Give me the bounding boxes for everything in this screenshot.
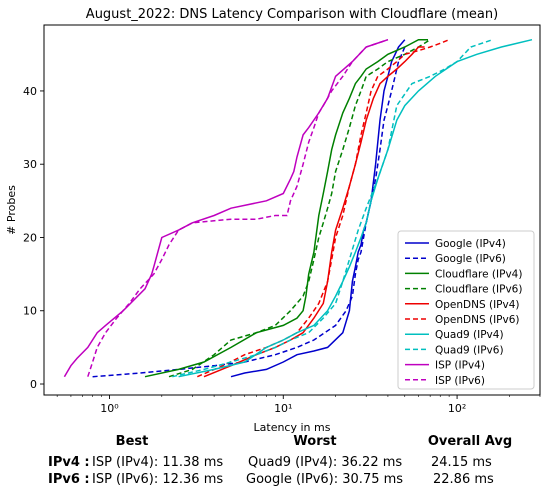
row-label-ipv6: IPv6 : (48, 472, 90, 487)
x-axis-label: Latency in ms (254, 421, 331, 434)
x-axis: 10⁰ 10¹ 10² (56, 395, 541, 415)
ipv6-best: ISP (IPv6): 12.36 ms (92, 472, 224, 487)
series-line-9 (87, 38, 389, 377)
legend-label-0: Google (IPv4) (435, 238, 506, 250)
header-worst: Worst (293, 434, 337, 449)
series-line-2 (144, 38, 428, 378)
legend: Google (IPv4) Google (IPv6) Cloudflare (IP… (397, 230, 535, 390)
legend-label-9: ISP (IPv6) (435, 375, 485, 387)
series-line-0 (230, 39, 406, 378)
header-best: Best (115, 434, 149, 449)
y-tick-label: 20 (23, 231, 37, 244)
legend-box (397, 230, 535, 390)
x-tick-label: 10⁰ (100, 402, 119, 415)
ipv6-overall-avg: 22.86 ms (433, 472, 494, 487)
legend-label-8: ISP (IPv4) (435, 360, 485, 372)
ipv4-overall-avg: 24.15 ms (431, 455, 492, 470)
legend-label-1: Google (IPv6) (435, 253, 506, 265)
summary-table: Best Worst Overall Avg IPv4 : ISP (IPv4)… (0, 430, 548, 496)
y-tick-label: 40 (23, 85, 37, 98)
legend-label-7: Quad9 (IPv6) (435, 344, 504, 356)
series-line-5 (197, 39, 450, 378)
legend-label-5: OpenDNS (IPv6) (435, 314, 520, 326)
plot-frame (43, 24, 541, 396)
series-line-8 (63, 38, 389, 378)
series-line-1 (92, 46, 406, 378)
chart-title: August_2022: DNS Latency Comparison with… (86, 7, 498, 22)
series-line-6 (178, 38, 533, 378)
legend-label-4: OpenDNS (IPv4) (435, 299, 520, 311)
latency-chart: August_2022: DNS Latency Comparison with… (5, 7, 541, 434)
y-tick-label: 0 (30, 378, 37, 391)
legend-label-6: Quad9 (IPv4) (435, 329, 504, 341)
ipv4-worst: Quad9 (IPv4): 36.22 ms (248, 455, 403, 470)
y-axis: 0 10 20 30 40 (23, 85, 44, 391)
ipv6-worst: Google (IPv6): 30.75 ms (246, 472, 404, 487)
row-label-ipv4: IPv4 : (48, 455, 90, 470)
legend-label-3: Cloudflare (IPv6) (435, 284, 522, 296)
y-tick-label: 30 (23, 158, 37, 171)
series-line-4 (203, 46, 425, 378)
x-tick-label: 10¹ (274, 402, 292, 415)
plot-lines (63, 38, 533, 378)
ipv4-best: ISP (IPv4): 11.38 ms (92, 455, 224, 470)
header-overall-avg: Overall Avg (427, 434, 513, 449)
y-tick-label: 10 (23, 305, 37, 318)
series-line-3 (168, 39, 431, 378)
series-line-7 (172, 38, 493, 378)
x-tick-label: 10² (448, 402, 466, 415)
y-axis-label: # Probes (5, 185, 18, 235)
legend-label-2: Cloudflare (IPv4) (435, 268, 522, 280)
